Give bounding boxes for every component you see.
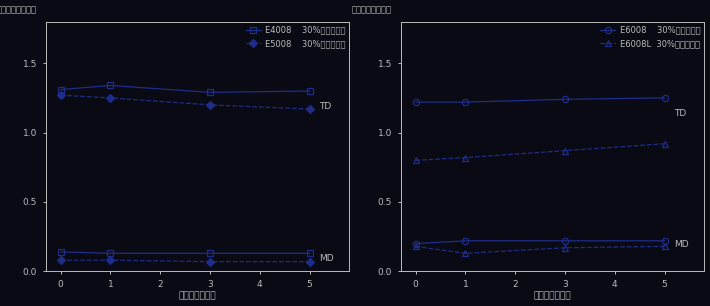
Text: 成形収縮率（％）: 成形収縮率（％） bbox=[0, 5, 37, 14]
Legend: E4008    30%リサイクル, E5008    30%リサイクル: E4008 30%リサイクル, E5008 30%リサイクル bbox=[244, 24, 347, 50]
Text: 成形収縮率（％）: 成形収縮率（％） bbox=[352, 5, 392, 14]
X-axis label: リサイクル回数: リサイクル回数 bbox=[534, 291, 572, 300]
Text: TD: TD bbox=[674, 109, 687, 118]
Legend: E6008    30%リサイクル, E6008L  30%リサイクル: E6008 30%リサイクル, E6008L 30%リサイクル bbox=[599, 24, 702, 50]
Text: TD: TD bbox=[320, 102, 332, 111]
Text: MD: MD bbox=[674, 241, 689, 249]
X-axis label: リサイクル回数: リサイクル回数 bbox=[179, 291, 217, 300]
Text: MD: MD bbox=[320, 254, 334, 263]
